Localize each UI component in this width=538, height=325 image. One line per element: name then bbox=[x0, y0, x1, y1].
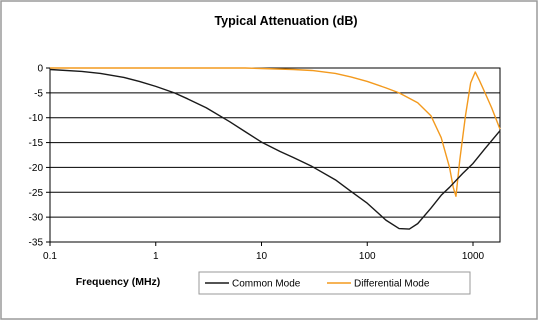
series-line-differential-mode bbox=[50, 67, 501, 197]
y-tick-label: -35 bbox=[29, 238, 44, 249]
y-tick-label: -25 bbox=[29, 188, 44, 199]
legend: Common Mode Differential Mode bbox=[198, 271, 471, 295]
series-line-common-mode bbox=[49, 68, 501, 230]
series-lines bbox=[49, 67, 501, 230]
x-tick-label: 100 bbox=[359, 251, 376, 262]
y-tick-label: -30 bbox=[29, 213, 44, 224]
x-axis: 0.1 1 10 100 1000 bbox=[43, 242, 485, 262]
y-tick-label: -10 bbox=[29, 113, 44, 124]
legend-label-differential-mode: Differential Mode bbox=[354, 279, 430, 290]
y-axis: 0 -5 -10 -15 -20 -25 -30 -35 bbox=[29, 64, 50, 249]
y-tick-label: -20 bbox=[29, 163, 44, 174]
legend-label-common-mode: Common Mode bbox=[232, 279, 301, 290]
chart-title: Typical Attenuation (dB) bbox=[214, 14, 357, 28]
y-tick-label: -5 bbox=[34, 88, 43, 99]
x-axis-label: Frequency (MHz) bbox=[76, 276, 161, 288]
x-tick-label: 10 bbox=[256, 251, 268, 262]
plot-area bbox=[49, 67, 501, 243]
x-tick-label: 1 bbox=[153, 251, 159, 262]
y-tick-label: -15 bbox=[29, 138, 44, 149]
y-tick-label: 0 bbox=[37, 64, 43, 75]
x-tick-label: 1000 bbox=[462, 251, 485, 262]
x-tick-label: 0.1 bbox=[43, 251, 57, 262]
